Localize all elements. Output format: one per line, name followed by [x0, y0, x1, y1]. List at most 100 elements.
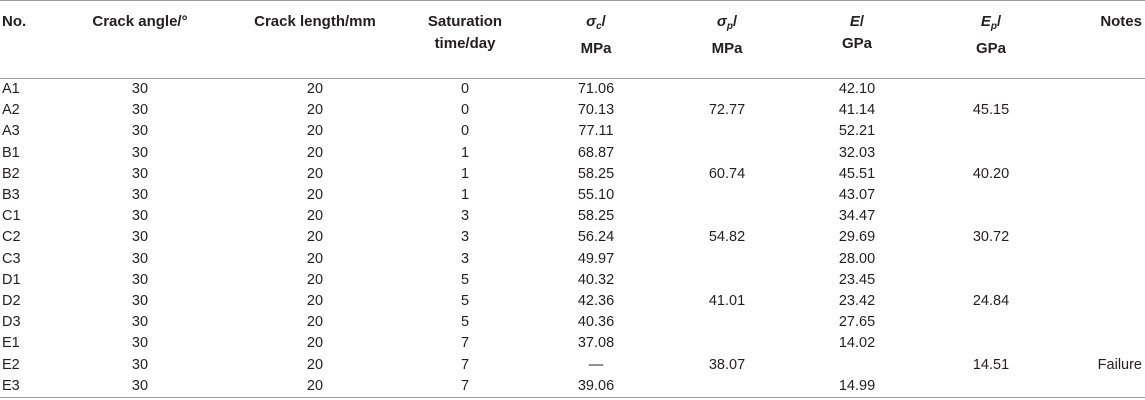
cell-no: C1 — [2, 208, 21, 225]
cell-sigma-c: 56.24 — [577, 229, 615, 246]
cell-sigma-p: 72.77 — [708, 102, 746, 119]
cell-saturation-time: 0 — [460, 123, 470, 140]
cell-crack-angle: 30 — [131, 356, 149, 373]
cell-e: 14.99 — [782, 375, 932, 399]
cell-notes — [1050, 185, 1145, 206]
table-row: A2 30 20 0 70.13 72.77 41.14 45.15 — [0, 100, 1145, 121]
cell-crack-length: 20 — [306, 229, 324, 246]
cell-sigma-c: 77.11 — [578, 123, 614, 140]
table-row: B1 30 20 1 68.87 32.03 — [0, 143, 1145, 164]
cell-saturation-time: 0 — [460, 81, 470, 97]
table-row: E1 30 20 7 37.08 14.02 — [0, 333, 1145, 354]
cell-crack-length: 20 — [220, 375, 410, 399]
cell-notes — [1050, 333, 1145, 354]
table-row: B3 30 20 1 55.10 43.07 — [0, 185, 1145, 206]
cell-notes — [1050, 227, 1145, 248]
table-body: A1 30 20 0 71.06 42.10 A2 30 20 0 70.13 72.77 41.14 4… — [0, 79, 1145, 399]
header-row: No. Crack angle/° Crack length/mm Satura… — [0, 0, 1145, 79]
cell-crack-length: 20 — [306, 102, 324, 119]
cell-ep — [932, 121, 1050, 142]
cell-e — [782, 355, 932, 376]
cell-ep: 45.15 — [972, 102, 1010, 119]
cell-saturation-time: 3 — [460, 250, 470, 267]
cell-saturation-time: 1 — [460, 144, 470, 161]
header-ep: Ep/ GPa — [932, 0, 1050, 79]
cell-crack-angle: 30 — [131, 123, 149, 140]
cell-notes — [1050, 375, 1145, 399]
cell-e: 29.69 — [838, 229, 876, 246]
cell-ep — [932, 185, 1050, 206]
cell-e: 27.65 — [838, 314, 876, 331]
table-row: B2 30 20 1 58.25 60.74 45.51 40.20 — [0, 164, 1145, 185]
cell-sigma-c: — — [588, 356, 604, 373]
cell-no: C3 — [2, 250, 21, 267]
cell-no: A1 — [2, 81, 20, 97]
cell-ep: 30.72 — [972, 229, 1010, 246]
cell-sigma-p: 60.74 — [708, 165, 746, 182]
cell-no: E1 — [2, 335, 20, 352]
cell-ep — [932, 270, 1050, 291]
cell-sigma-p — [672, 333, 782, 354]
cell-sigma-c: 71.06 — [577, 81, 615, 97]
cell-crack-length: 20 — [306, 187, 324, 204]
cell-saturation-time: 5 — [460, 314, 470, 331]
cell-e: 28.00 — [838, 250, 876, 267]
cell-notes — [1050, 312, 1145, 333]
header-e: E/ GPa — [782, 0, 932, 79]
cell-sigma-c: 39.06 — [520, 375, 672, 399]
table-row: C1 30 20 3 58.25 34.47 — [0, 206, 1145, 227]
table-row: D3 30 20 5 40.36 27.65 — [0, 312, 1145, 333]
cell-saturation-time: 1 — [460, 187, 470, 204]
cell-sigma-p — [672, 375, 782, 399]
cell-notes: Failure — [1097, 356, 1142, 373]
cell-e: 52.21 — [838, 123, 876, 140]
table-row: E2 30 20 7 — 38.07 14.51 Failure — [0, 355, 1145, 376]
table-row: C3 30 20 3 49.97 28.00 — [0, 249, 1145, 270]
cell-ep — [932, 249, 1050, 270]
cell-no: D3 — [2, 314, 21, 331]
cell-e: 32.03 — [838, 144, 876, 161]
cell-crack-angle: 30 — [131, 187, 149, 204]
cell-notes — [1050, 206, 1145, 227]
cell-sigma-c: 49.97 — [577, 250, 615, 267]
cell-sigma-c: 55.10 — [577, 187, 615, 204]
cell-saturation-time: 1 — [460, 165, 470, 182]
cell-crack-angle: 30 — [131, 314, 149, 331]
cell-e: 23.45 — [838, 271, 876, 288]
cell-saturation-time: 7 — [460, 335, 470, 352]
cell-ep: 14.51 — [972, 356, 1010, 373]
cell-sigma-p — [672, 79, 782, 101]
cell-no: B1 — [2, 144, 20, 161]
cell-e: 23.42 — [838, 293, 876, 310]
header-saturation-time: Saturation time/day — [410, 0, 520, 79]
cell-sigma-p — [672, 143, 782, 164]
cell-sigma-p: 41.01 — [708, 293, 746, 310]
cell-crack-length: 20 — [306, 165, 324, 182]
cell-sigma-p — [672, 185, 782, 206]
cell-saturation-time: 3 — [460, 208, 470, 225]
cell-crack-length: 20 — [306, 250, 324, 267]
header-no: No. — [0, 0, 60, 79]
cell-sigma-p — [672, 249, 782, 270]
cell-notes — [1050, 143, 1145, 164]
cell-notes — [1050, 121, 1145, 142]
cell-sigma-p — [672, 206, 782, 227]
cell-sigma-c: 40.36 — [577, 314, 615, 331]
table-row: D1 30 20 5 40.32 23.45 — [0, 270, 1145, 291]
cell-sigma-c: 70.13 — [577, 102, 615, 119]
cell-notes — [1050, 270, 1145, 291]
header-sigma-p: σp/ MPa — [672, 0, 782, 79]
table-row: A1 30 20 0 71.06 42.10 — [0, 79, 1145, 101]
cell-no: B3 — [2, 187, 20, 204]
cell-sigma-p — [672, 270, 782, 291]
cell-e: 34.47 — [838, 208, 876, 225]
cell-saturation-time: 7 — [460, 356, 470, 373]
cell-crack-length: 20 — [306, 314, 324, 331]
cell-crack-angle: 30 — [131, 250, 149, 267]
cell-no: C2 — [2, 229, 21, 246]
cell-crack-angle: 30 — [131, 81, 149, 97]
cell-ep — [932, 333, 1050, 354]
cell-crack-angle: 30 — [131, 165, 149, 182]
